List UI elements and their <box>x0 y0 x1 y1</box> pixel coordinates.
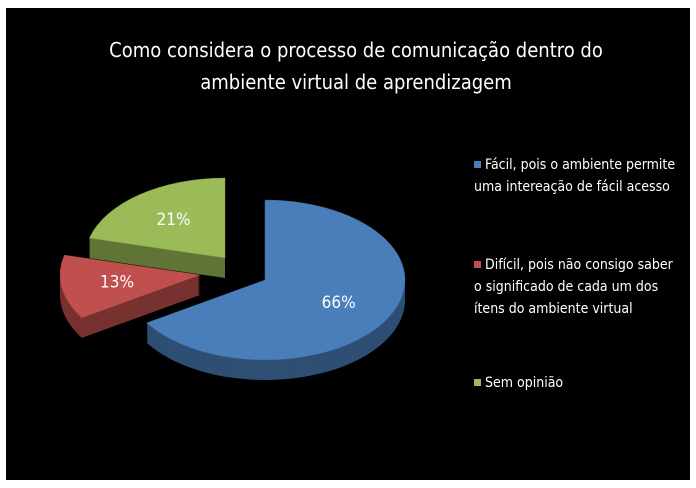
legend-item: Difícil, pois não consigo saber o signif… <box>474 254 684 320</box>
data-label: 21% <box>157 210 191 230</box>
slice <box>146 199 406 361</box>
legend-label: Fácil, pois o ambiente permite uma inter… <box>474 157 676 195</box>
legend-item: Fácil, pois o ambiente permite uma inter… <box>474 154 684 198</box>
legend-swatch <box>474 379 481 386</box>
legend-swatch <box>474 161 481 168</box>
chart-title: Como considera o processo de comunicação… <box>109 38 603 94</box>
legend-item: Sem opinião <box>474 372 684 394</box>
data-label: 13% <box>100 273 134 293</box>
legend-label: Difícil, pois não consigo saber o signif… <box>474 257 673 317</box>
legend-swatch <box>474 261 481 268</box>
data-label: 66% <box>322 293 356 313</box>
slice <box>59 254 201 319</box>
pie-area: 66% 13% 21% <box>59 177 406 381</box>
legend-label: Sem opinião <box>485 375 564 391</box>
chart: Como considera o processo de comunicação… <box>6 8 690 480</box>
slice <box>89 177 226 259</box>
